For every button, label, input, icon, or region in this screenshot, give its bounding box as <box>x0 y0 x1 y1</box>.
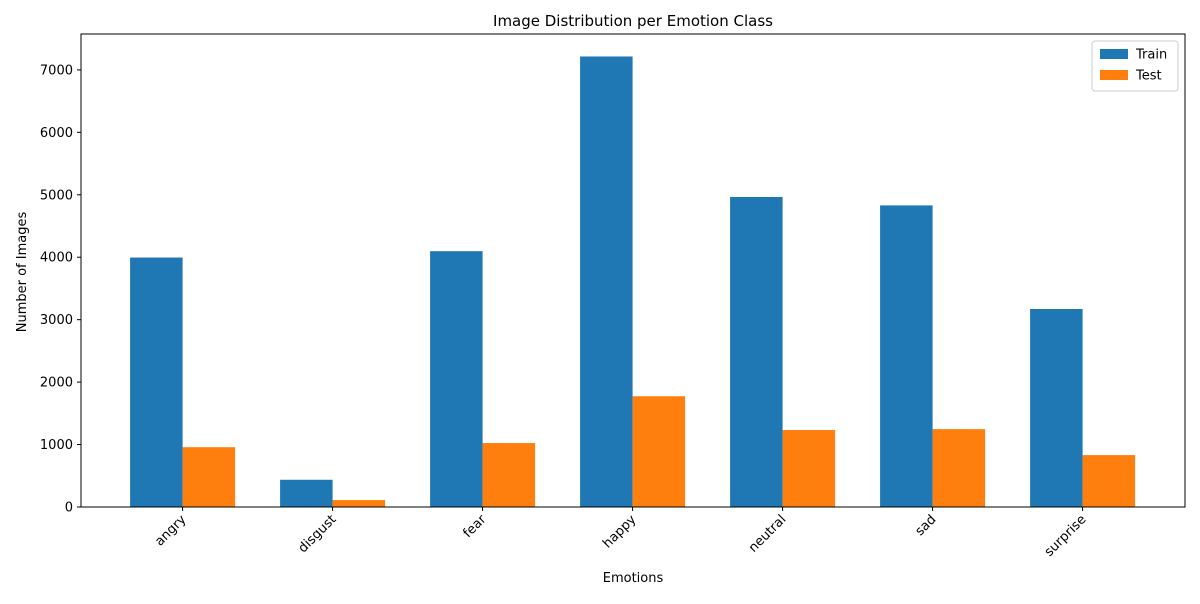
bar-test-happy <box>632 396 686 507</box>
legend-label-train: Train <box>1135 48 1167 63</box>
y-tick-label: 2000 <box>40 376 73 391</box>
bar-test-disgust <box>332 500 386 507</box>
bar-test-fear <box>482 443 536 507</box>
bar-train-surprise <box>1030 309 1083 507</box>
bars-layer <box>130 56 1136 507</box>
y-tick-label: 4000 <box>40 251 73 266</box>
x-axis-label: Emotions <box>603 571 664 586</box>
x-tick-label-angry: angry <box>152 512 189 549</box>
bar-train-neutral <box>730 196 783 507</box>
y-tick-label: 7000 <box>40 63 73 78</box>
bar-train-sad <box>880 205 933 507</box>
bar-test-surprise <box>1082 455 1136 507</box>
y-tick-label: 1000 <box>40 438 73 453</box>
y-tick-label: 5000 <box>40 188 73 203</box>
bar-train-angry <box>130 257 183 507</box>
x-tick-label-sad: sad <box>913 512 940 539</box>
x-tick-label-happy: happy <box>600 512 639 551</box>
x-tick-label-surprise: surprise <box>1042 512 1090 560</box>
x-tick-label-disgust: disgust <box>296 512 340 556</box>
legend-swatch-train <box>1100 49 1128 59</box>
bar-train-disgust <box>280 479 333 507</box>
y-axis-label: Number of Images <box>15 212 30 333</box>
x-tick-label-fear: fear <box>461 512 490 541</box>
y-tick-label: 0 <box>65 501 73 516</box>
x-tick-label-neutral: neutral <box>746 512 789 555</box>
bar-train-fear <box>430 251 483 507</box>
bar-test-sad <box>932 429 986 507</box>
bar-train-happy <box>580 56 633 507</box>
legend-label-test: Test <box>1135 69 1162 84</box>
bar-test-angry <box>182 447 236 507</box>
legend: Train Test <box>1091 40 1179 92</box>
y-tick-label: 6000 <box>40 126 73 141</box>
chart-title: Image Distribution per Emotion Class <box>493 12 773 30</box>
legend-swatch-test <box>1100 70 1128 80</box>
y-tick-label: 3000 <box>40 313 73 328</box>
bar-test-neutral <box>782 430 836 507</box>
